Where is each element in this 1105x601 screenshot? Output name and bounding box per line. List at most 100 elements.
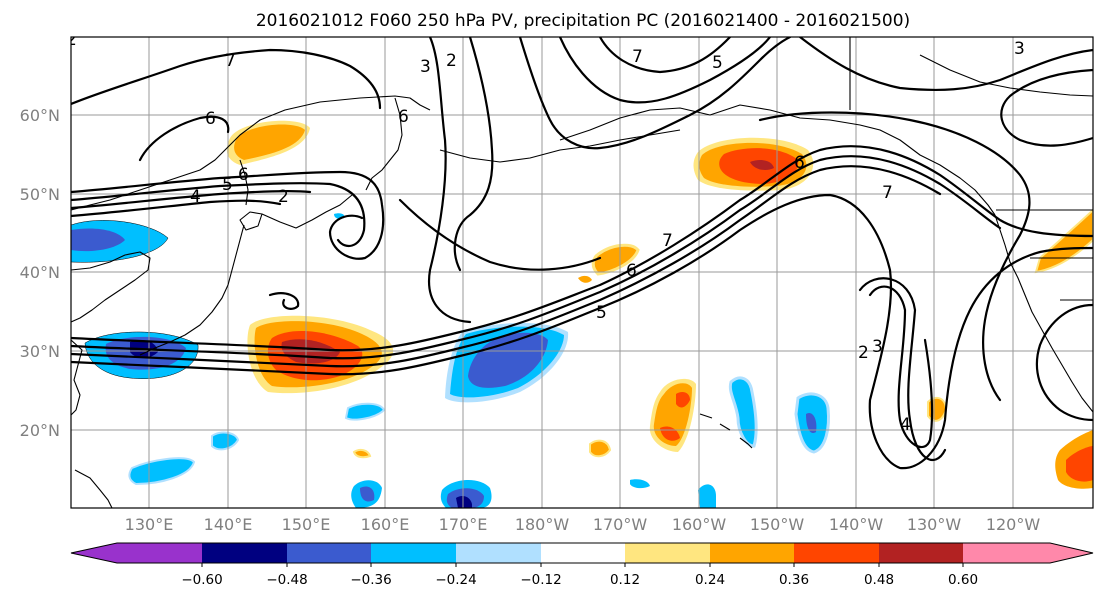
pv-contour xyxy=(598,37,732,74)
contour-label: 6 xyxy=(238,165,249,185)
pv-contour xyxy=(71,193,1093,470)
colorbar-cell xyxy=(879,543,963,563)
contour-label: 2 xyxy=(446,51,457,71)
pv-contour xyxy=(1035,303,1093,422)
pv-contour xyxy=(71,155,1002,360)
lat-label: 50°N xyxy=(20,185,60,204)
colorbar-cell xyxy=(625,543,710,563)
map-panel: 7 6 6 5 4 2 3 2 6 7 7 6 5 7 6 5 3 2 3 2 xyxy=(66,30,1094,509)
colorbar-cell xyxy=(794,543,879,563)
lon-label: 170°E xyxy=(439,515,488,534)
contour-label: 5 xyxy=(596,303,607,323)
colorbar-tick-label: 0.48 xyxy=(864,572,894,588)
contour-label: 6 xyxy=(794,153,805,173)
colorbar-outline xyxy=(70,542,1094,564)
map-frame xyxy=(70,36,1094,509)
pv-contour xyxy=(71,165,942,368)
lon-label: 160°W xyxy=(672,515,727,534)
colorbar-tick-label: 0.24 xyxy=(695,572,725,588)
colorbar-ticks xyxy=(201,563,964,567)
lon-label: 140°E xyxy=(204,515,253,534)
colorbar-tick-labels: −0.60 −0.48 −0.36 −0.24 −0.12 0.12 0.24 … xyxy=(181,572,978,588)
lat-label: 40°N xyxy=(20,263,60,282)
pv-contour xyxy=(71,170,385,260)
graticule xyxy=(71,37,1093,508)
colorbar-tick-label: −0.60 xyxy=(181,572,222,588)
pv-contour xyxy=(138,115,230,162)
lat-label: 20°N xyxy=(20,421,60,440)
contour-label: 2 xyxy=(278,187,289,207)
precip-negative-west xyxy=(71,220,169,263)
coastline-hawaii xyxy=(699,413,753,449)
coastline-arctic-north xyxy=(849,37,1093,110)
contour-label: 5 xyxy=(712,53,723,73)
coastline-kurils xyxy=(261,194,353,229)
longitude-labels: 130°E 140°E 150°E 160°E 170°E 180°W 170°… xyxy=(125,515,1041,534)
pv-contour xyxy=(868,285,934,448)
lon-label: 150°E xyxy=(282,515,331,534)
coastline-korea-china xyxy=(71,251,151,323)
contour-label: 6 xyxy=(398,107,409,127)
coastline-alaska xyxy=(559,104,996,216)
precip-positive-kuril xyxy=(226,120,310,165)
pv-contour xyxy=(453,37,494,272)
contour-label: 7 xyxy=(662,231,673,251)
coastline-philippines xyxy=(74,469,113,508)
coastline-north-america-west xyxy=(994,214,1093,413)
colorbar-cell xyxy=(456,543,541,563)
coastline-hokkaido xyxy=(239,211,263,231)
colorbar-tick-label: −0.36 xyxy=(350,572,391,588)
contour-label: 2 xyxy=(858,343,869,363)
contour-label: 6 xyxy=(205,109,216,129)
colorbar-extend-min xyxy=(71,543,117,563)
pv-contour xyxy=(71,190,312,210)
lon-label: 130°W xyxy=(907,515,962,534)
figure-title: 2016021012 F060 250 hPa PV, precipitatio… xyxy=(256,11,910,31)
pv-contour xyxy=(798,37,1093,91)
colorbar-tick-label: 0.36 xyxy=(779,572,809,588)
contour-label: 3 xyxy=(1014,39,1025,59)
colorbar-tick-label: −0.24 xyxy=(435,572,476,588)
pv-contour xyxy=(71,48,382,110)
colorbar-cells xyxy=(71,543,1093,563)
colorbar-cell xyxy=(117,543,202,563)
lon-label: 160°E xyxy=(361,515,410,534)
lon-label: 140°W xyxy=(829,515,884,534)
colorbar-cell xyxy=(202,543,287,563)
colorbar-tick-label: 0.12 xyxy=(610,572,640,588)
contour-label: 3 xyxy=(872,337,883,357)
colorbar-cell xyxy=(710,543,794,563)
coastline-kamchatka xyxy=(365,97,403,191)
colorbar-cell xyxy=(541,543,625,563)
colorbar-cell xyxy=(287,543,371,563)
pv-contour xyxy=(858,277,947,461)
contour-label: 3 xyxy=(420,57,431,77)
precip-small-patches xyxy=(128,208,1093,508)
contour-label: 6 xyxy=(626,261,637,281)
latitude-labels: 60°N 50°N 40°N 30°N 20°N xyxy=(20,106,60,440)
pv-contour xyxy=(398,198,602,271)
coastline-aleutians xyxy=(439,129,681,163)
lat-label: 60°N xyxy=(20,106,60,125)
contour-label: 4 xyxy=(900,415,911,435)
contour-label: 7 xyxy=(882,183,893,203)
lat-label: 30°N xyxy=(20,342,60,361)
colorbar-tick-label: −0.48 xyxy=(266,572,307,588)
pv-contour xyxy=(71,182,366,248)
colorbar-tick-label: 0.60 xyxy=(948,572,978,588)
contour-label: 5 xyxy=(222,175,233,195)
contour-label: 2 xyxy=(66,30,77,50)
pv-contour xyxy=(268,292,300,310)
colorbar-tick-label: −0.12 xyxy=(520,572,561,588)
contour-label: 7 xyxy=(225,51,236,71)
pv-contour xyxy=(558,37,772,104)
lon-label: 120°W xyxy=(986,515,1041,534)
pv-contours xyxy=(71,37,1093,470)
lon-label: 170°W xyxy=(593,515,648,534)
contour-label: 7 xyxy=(632,47,643,67)
lon-label: 150°W xyxy=(750,515,805,534)
contour-label: 4 xyxy=(190,187,201,207)
colorbar-cell xyxy=(371,543,456,563)
lon-label: 130°E xyxy=(125,515,174,534)
